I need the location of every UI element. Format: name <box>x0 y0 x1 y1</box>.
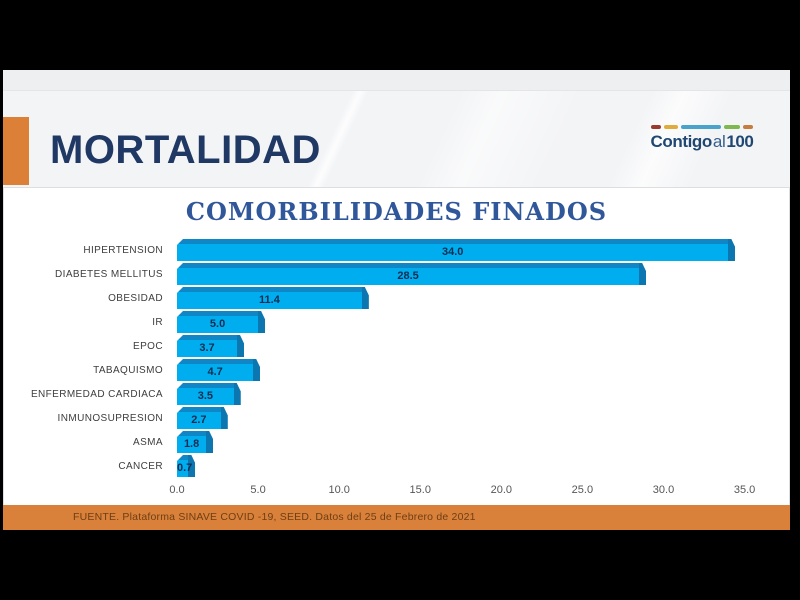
logo-dashes <box>647 125 757 129</box>
bar-track: 2.7 <box>177 407 777 429</box>
category-label: ASMA <box>133 436 163 448</box>
category-label: OBESIDAD <box>108 292 163 304</box>
bar: 3.5 <box>177 383 241 405</box>
x-axis-tick-label: 15.0 <box>409 484 431 496</box>
chart-row: IR 5.0 <box>4 310 789 334</box>
bar-track: 28.5 <box>177 263 777 285</box>
logo-dash <box>724 125 740 129</box>
logo-text-al: al <box>712 132 726 151</box>
bar-value-label: 0.7 <box>177 462 193 474</box>
chart-row: HIPERTENSION 34.0 <box>4 238 789 262</box>
bar-chart: COMORBILIDADES FINADOS HIPERTENSION 34.0 D… <box>3 187 790 505</box>
logo-text-100: 100 <box>726 132 754 151</box>
bar: 2.7 <box>177 407 228 429</box>
x-axis-tick-label: 25.0 <box>571 484 594 496</box>
bar: 1.8 <box>177 431 213 453</box>
category-label: HIPERTENSION <box>83 244 163 256</box>
chart-rows: HIPERTENSION 34.0 DIABETES MELLITUS 28.5 OBE… <box>4 238 789 478</box>
bar: 11.4 <box>177 287 369 309</box>
chart-row: INMUNOSUPRESION 2.7 <box>4 406 789 430</box>
chart-row: CANCER 0.7 <box>4 454 789 478</box>
chart-row: OBESIDAD 11.4 <box>4 286 789 310</box>
logo-dash <box>681 125 721 129</box>
bar-value-label: 4.7 <box>207 366 223 378</box>
bar-track: 3.7 <box>177 335 777 357</box>
chart-row: DIABETES MELLITUS 28.5 <box>4 262 789 286</box>
bar-value-label: 3.7 <box>199 342 215 354</box>
logo-dash <box>743 125 753 129</box>
bar-value-label: 5.0 <box>209 318 226 330</box>
page-title: MORTALIDAD <box>50 128 321 172</box>
bar-value-label: 2.7 <box>191 414 207 426</box>
category-label: TABAQUISMO <box>93 364 163 376</box>
header <box>3 91 790 187</box>
x-axis-tick-label: 5.0 <box>250 484 266 496</box>
bar-value-label: 34.0 <box>441 246 464 258</box>
logo-text: Contigoal100 <box>647 132 757 152</box>
bar-track: 0.7 <box>177 455 777 477</box>
bar-value-label: 28.5 <box>397 270 419 282</box>
logo-dash <box>651 125 661 129</box>
bar: 28.5 <box>177 263 646 285</box>
x-axis-tick-label: 30.0 <box>652 484 675 496</box>
category-label: CANCER <box>118 460 163 472</box>
slide: MORTALIDAD Contigoal100 COMORBILIDADES F… <box>3 70 790 530</box>
logo-dash <box>664 125 678 129</box>
category-label: EPOC <box>133 340 163 352</box>
chart-row: TABAQUISMO 4.7 <box>4 358 789 382</box>
bar-track: 3.5 <box>177 383 777 405</box>
category-label: IR <box>152 316 163 328</box>
bar: 34.0 <box>177 239 735 261</box>
bar-value-label: 3.5 <box>197 390 214 402</box>
contigo-al-100-logo: Contigoal100 <box>647 125 757 152</box>
category-label: INMUNOSUPRESION <box>57 412 163 424</box>
chart-title: COMORBILIDADES FINADOS <box>185 197 608 226</box>
bar-track: 5.0 <box>177 311 777 333</box>
bar: 5.0 <box>177 311 265 333</box>
bar-track: 11.4 <box>177 287 777 309</box>
logo-text-contigo: Contigo <box>650 132 712 151</box>
chart-row: ASMA 1.8 <box>4 430 789 454</box>
bar: 4.7 <box>177 359 260 381</box>
x-axis: 0.0 5.0 10.0 15.0 20.0 25.0 30.0 35.0 <box>169 484 777 500</box>
x-axis-tick-label: 20.0 <box>490 484 513 496</box>
slide-top-strip <box>3 70 790 91</box>
bar-value-label: 11.4 <box>259 294 280 306</box>
category-label: ENFERMEDAD CARDIACA <box>30 388 163 400</box>
bar-track: 34.0 <box>177 239 777 261</box>
bar-track: 4.7 <box>177 359 777 381</box>
chart-row: ENFERMEDAD CARDIACA 3.5 <box>4 382 789 406</box>
x-axis-tick-label: 0.0 <box>169 484 185 496</box>
chart-row: EPOC 3.7 <box>4 334 789 358</box>
bar: 0.7 <box>177 455 195 477</box>
bar: 3.7 <box>177 335 244 357</box>
bar-value-label: 1.8 <box>183 438 200 450</box>
source-note: FUENTE. Plataforma SINAVE COVID -19, SEE… <box>73 511 476 523</box>
bar-track: 1.8 <box>177 431 777 453</box>
x-axis-tick-label: 10.0 <box>328 484 350 496</box>
category-label: DIABETES MELLITUS <box>55 268 163 280</box>
footer-band: FUENTE. Plataforma SINAVE COVID -19, SEE… <box>3 505 790 530</box>
header-accent-rect <box>3 117 29 185</box>
x-axis-tick-label: 35.0 <box>733 484 756 496</box>
